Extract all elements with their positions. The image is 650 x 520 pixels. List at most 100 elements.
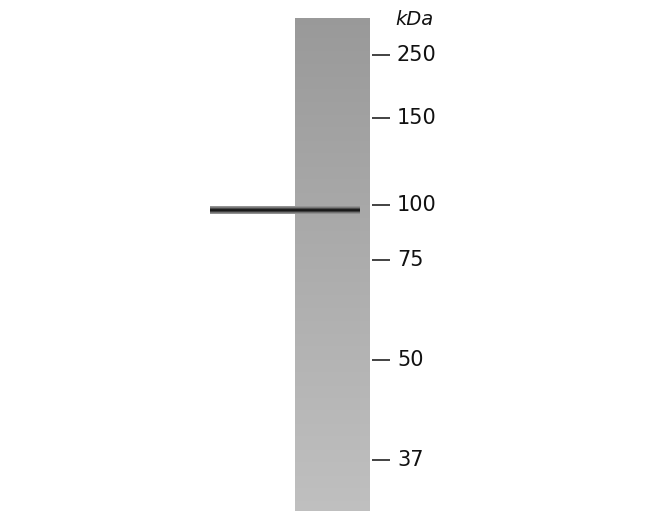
Bar <box>295 40 370 42</box>
Bar <box>295 504 370 505</box>
Bar <box>295 97 370 98</box>
Bar <box>295 45 370 47</box>
Bar <box>295 217 370 219</box>
Bar <box>295 34 370 36</box>
Bar <box>295 80 370 81</box>
Bar <box>295 508 370 509</box>
Bar <box>295 98 370 100</box>
Bar <box>295 150 370 151</box>
Bar <box>295 56 370 58</box>
Bar <box>295 430 370 432</box>
Bar <box>295 279 370 280</box>
Bar <box>295 249 370 251</box>
Text: 50: 50 <box>397 350 424 370</box>
Bar <box>295 235 370 236</box>
Bar <box>295 461 370 462</box>
Bar <box>295 499 370 501</box>
Bar <box>295 104 370 106</box>
Bar <box>295 32 370 33</box>
Bar <box>295 402 370 404</box>
Bar <box>295 118 370 120</box>
Bar <box>295 168 370 170</box>
Bar <box>295 209 370 211</box>
Bar <box>295 141 370 142</box>
Bar <box>295 394 370 396</box>
Bar <box>295 233 370 235</box>
Bar <box>295 309 370 311</box>
Bar <box>295 319 370 321</box>
Bar <box>295 412 370 413</box>
Bar <box>295 312 370 314</box>
Bar <box>295 451 370 453</box>
Bar <box>295 173 370 175</box>
Bar <box>295 28 370 30</box>
Bar <box>295 453 370 455</box>
Bar <box>295 181 370 184</box>
Bar <box>295 326 370 327</box>
Bar <box>295 237 370 239</box>
Bar <box>295 332 370 333</box>
Bar <box>295 494 370 496</box>
Bar <box>295 187 370 188</box>
Bar <box>295 229 370 231</box>
Bar <box>295 476 370 477</box>
Bar <box>295 397 370 398</box>
Bar <box>295 457 370 459</box>
Bar <box>295 164 370 166</box>
Bar <box>295 474 370 476</box>
Bar <box>295 387 370 389</box>
Bar <box>295 242 370 243</box>
Bar <box>295 350 370 352</box>
Bar <box>295 330 370 332</box>
Bar <box>295 303 370 305</box>
Bar <box>295 280 370 282</box>
Bar <box>295 93 370 95</box>
Bar <box>295 458 370 460</box>
Bar <box>295 158 370 160</box>
Bar <box>295 247 370 249</box>
Bar <box>295 324 370 326</box>
Bar <box>295 53 370 54</box>
Bar <box>295 228 370 230</box>
Bar <box>295 263 370 265</box>
Bar <box>295 62 370 64</box>
Bar <box>295 328 370 330</box>
Bar <box>295 448 370 450</box>
Bar <box>295 460 370 461</box>
Bar <box>295 113 370 114</box>
Bar <box>295 292 370 294</box>
Bar <box>295 47 370 49</box>
Bar <box>295 495 370 497</box>
Bar <box>295 121 370 123</box>
Bar <box>295 285 370 287</box>
Bar <box>295 342 370 343</box>
Bar <box>295 126 370 128</box>
Bar <box>295 431 370 433</box>
Bar <box>295 381 370 383</box>
Bar <box>295 300 370 302</box>
Bar <box>295 103 370 105</box>
Bar <box>295 467 370 469</box>
Bar <box>295 417 370 418</box>
Bar <box>295 192 370 194</box>
Bar <box>295 366 370 368</box>
Bar <box>295 147 370 149</box>
Bar <box>295 57 370 59</box>
Bar <box>295 376 370 378</box>
Bar <box>295 334 370 336</box>
Bar <box>295 37 370 40</box>
Bar <box>295 96 370 97</box>
Bar <box>295 320 370 322</box>
Bar <box>295 396 370 397</box>
Bar <box>295 276 370 278</box>
Bar <box>295 162 370 164</box>
Bar <box>295 477 370 478</box>
Bar <box>295 236 370 238</box>
Bar <box>295 212 370 214</box>
Text: 75: 75 <box>397 250 424 270</box>
Bar <box>295 338 370 340</box>
Bar <box>295 189 370 191</box>
Bar <box>295 506 370 508</box>
Bar <box>295 222 370 224</box>
Bar <box>295 367 370 369</box>
